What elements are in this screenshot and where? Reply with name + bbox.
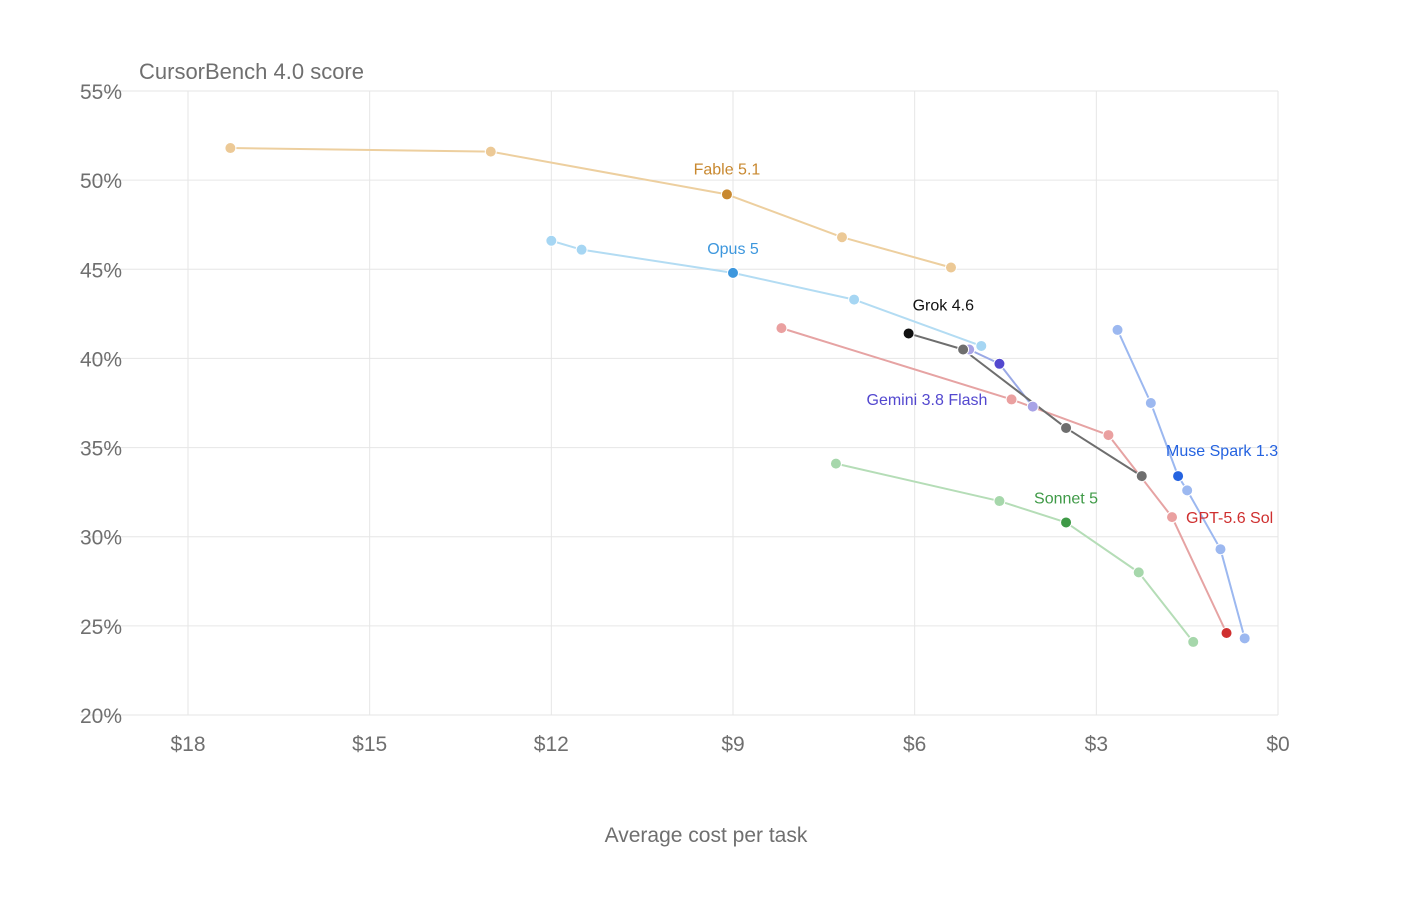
x-axis: $18 $15 $12 $9 $6 $3 $0 xyxy=(170,733,1289,756)
x-axis-title: Average cost per task xyxy=(605,824,808,847)
data-point xyxy=(1214,543,1227,556)
data-point xyxy=(1060,421,1073,434)
data-point xyxy=(775,322,788,335)
x-tick-label: $9 xyxy=(721,733,744,756)
y-tick-label: 50% xyxy=(80,170,122,193)
series-points xyxy=(224,142,1251,648)
series-line xyxy=(780,327,1228,634)
data-point xyxy=(1166,511,1179,524)
data-point xyxy=(1132,566,1145,579)
x-tick-label: $15 xyxy=(352,733,387,756)
highlight-point xyxy=(727,266,739,279)
series-label: Opus 5 xyxy=(707,241,759,258)
series-line xyxy=(1116,328,1246,640)
data-point xyxy=(1102,429,1115,442)
data-point xyxy=(848,293,861,306)
data-point xyxy=(1238,632,1251,645)
y-axis: 20% 25% 30% 35% 40% 45% 50% 55% xyxy=(80,81,122,728)
highlight-point xyxy=(1172,470,1185,483)
y-tick-label: 25% xyxy=(80,616,122,639)
highlight-point xyxy=(1220,626,1233,639)
highlight-point xyxy=(902,327,915,340)
highlight-point xyxy=(993,357,1006,370)
chart-title: CursorBench 4.0 score xyxy=(139,59,364,84)
data-point xyxy=(975,339,988,352)
y-tick-label: 55% xyxy=(80,81,122,104)
data-point xyxy=(1144,397,1157,409)
x-tick-label: $3 xyxy=(1085,733,1108,756)
series-line xyxy=(229,147,952,269)
series-label: Gemini 3.8 Flash xyxy=(867,392,988,409)
series-label: Fable 5.1 xyxy=(694,161,761,178)
x-tick-label: $6 xyxy=(903,733,926,756)
data-point xyxy=(1181,484,1194,497)
y-tick-label: 20% xyxy=(80,705,122,728)
series-label: Grok 4.6 xyxy=(913,297,974,314)
x-tick-label: $18 xyxy=(170,733,205,756)
x-tick-label: $12 xyxy=(534,733,569,756)
data-point xyxy=(957,343,970,356)
data-point xyxy=(1026,400,1039,413)
series-label: GPT-5.6 Sol xyxy=(1186,510,1273,527)
data-point xyxy=(836,231,848,244)
series-labels: Fable 5.1 Opus 5 Grok 4.6 Gemini 3.8 Flash M… xyxy=(694,161,1279,527)
highlight-point xyxy=(720,188,733,201)
series-line xyxy=(907,332,1143,478)
data-point xyxy=(545,234,558,247)
y-tick-label: 40% xyxy=(80,348,122,371)
data-point xyxy=(829,457,842,470)
data-point xyxy=(945,261,957,274)
data-point xyxy=(1135,470,1148,483)
data-point xyxy=(1005,393,1018,406)
data-point xyxy=(1111,323,1124,336)
grid xyxy=(80,90,1279,716)
series-label: Sonnet 5 xyxy=(1034,490,1098,507)
data-point xyxy=(484,145,497,158)
data-point xyxy=(224,142,237,155)
series-label: Muse Spark 1.3 xyxy=(1166,443,1278,460)
series-lines xyxy=(229,147,1246,643)
series-line xyxy=(834,462,1195,643)
y-tick-label: 30% xyxy=(80,527,122,550)
data-point xyxy=(1187,635,1200,648)
y-tick-label: 35% xyxy=(80,438,122,461)
data-point xyxy=(993,495,1006,508)
x-tick-label: $0 xyxy=(1266,733,1289,756)
y-tick-label: 45% xyxy=(80,259,122,282)
highlight-point xyxy=(1060,516,1073,529)
data-point xyxy=(575,243,588,256)
series-line xyxy=(550,239,983,347)
